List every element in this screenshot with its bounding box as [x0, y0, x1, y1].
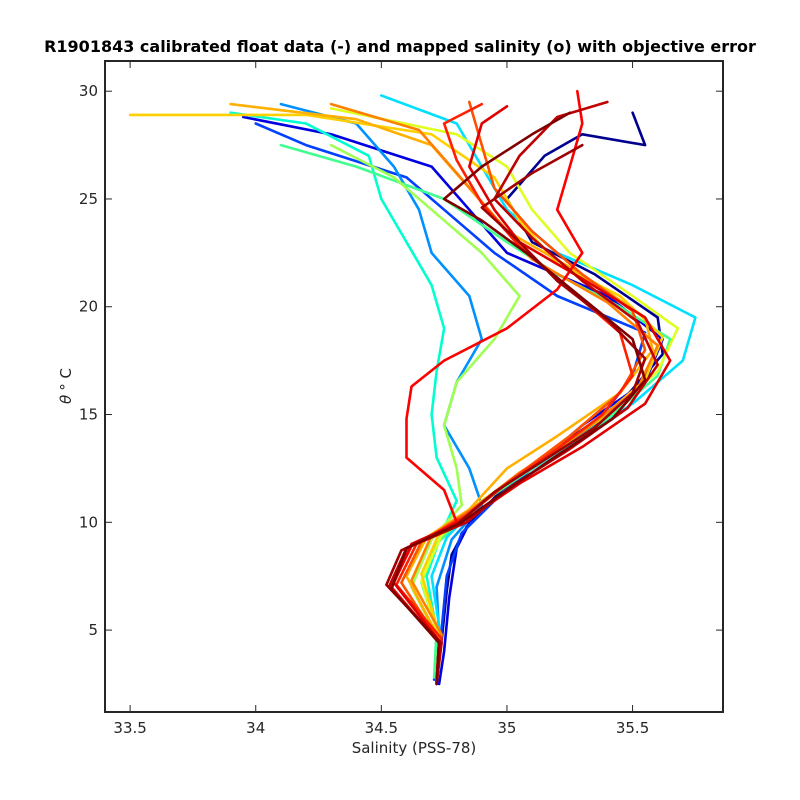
profile-line-18 [385, 143, 647, 684]
profile-line-11 [229, 102, 655, 684]
profile-lines [128, 89, 697, 686]
x-tick-label: 34 [246, 719, 265, 737]
y-tick-label: 30 [79, 82, 98, 100]
x-axis: 33.5 34 34.5 35 35.5 [113, 61, 649, 737]
profile-line-5 [379, 94, 697, 684]
profile-line-2 [241, 115, 665, 686]
y-axis-unit: ° C [57, 368, 75, 391]
x-tick-label: 35.5 [616, 719, 649, 737]
y-tick-label: 10 [79, 513, 98, 531]
x-tick-label: 34.5 [365, 719, 398, 737]
profile-line-6 [229, 111, 459, 682]
y-tick-label: 20 [79, 298, 98, 316]
profile-line-9 [329, 107, 680, 684]
profile-line-16 [392, 105, 672, 684]
profile-line-19 [390, 111, 647, 686]
plot-frame [104, 60, 724, 713]
x-axis-label: Salinity (PSS-78) [352, 739, 477, 757]
y-axis-label: θ ° C [57, 368, 75, 404]
profile-line-14 [395, 102, 634, 684]
chart-title: R1901843 calibrated float data (-) and m… [44, 37, 756, 56]
y-tick-label: 5 [88, 621, 98, 639]
y-axis: 5 10 15 20 25 30 [79, 82, 723, 639]
x-tick-label: 33.5 [113, 719, 146, 737]
profile-line-8 [329, 143, 521, 684]
y-tick-label: 15 [79, 406, 98, 424]
profile-line-17 [387, 100, 660, 686]
x-tick-label: 35 [497, 719, 516, 737]
y-axis-symbol: θ [57, 395, 75, 404]
y-tick-label: 25 [79, 190, 98, 208]
